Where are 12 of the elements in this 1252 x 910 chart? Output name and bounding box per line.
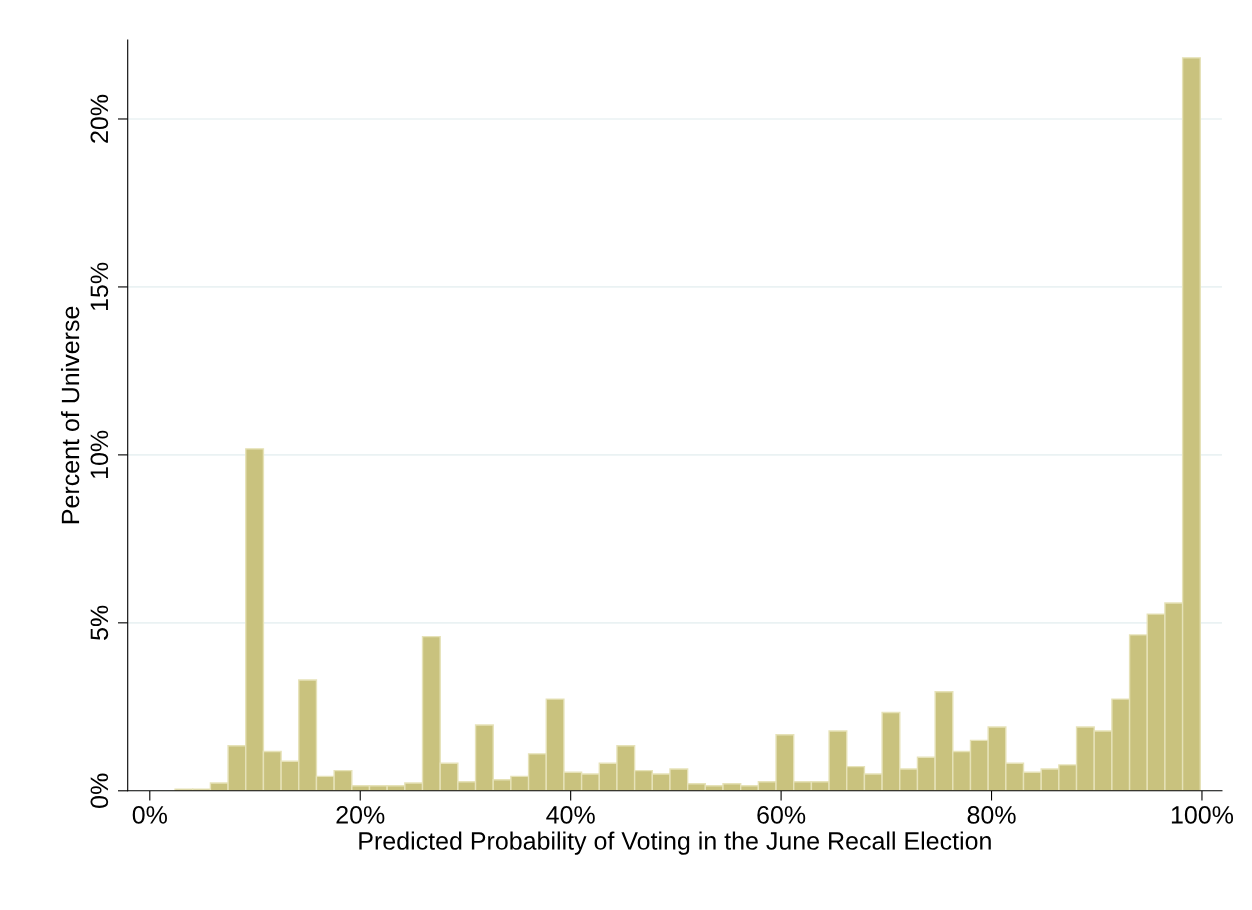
x-tick-label: 20% <box>336 806 385 824</box>
y-tick-label: 10% <box>90 430 109 478</box>
x-tick-label: 0% <box>132 806 167 824</box>
x-tick-label: 100% <box>1171 806 1234 824</box>
y-tick-label: 15% <box>90 262 109 311</box>
x-tick-label: 40% <box>546 806 595 824</box>
x-tick-label: 80% <box>967 806 1016 824</box>
x-axis-title: Predicted Probability of Voting in the June Recall Election <box>359 831 991 855</box>
y-axis-title: Percent of Universe <box>60 306 80 524</box>
x-tick-label: 60% <box>757 806 806 824</box>
y-tick-label: 5% <box>90 605 109 640</box>
y-tick-label: 20% <box>90 94 109 143</box>
